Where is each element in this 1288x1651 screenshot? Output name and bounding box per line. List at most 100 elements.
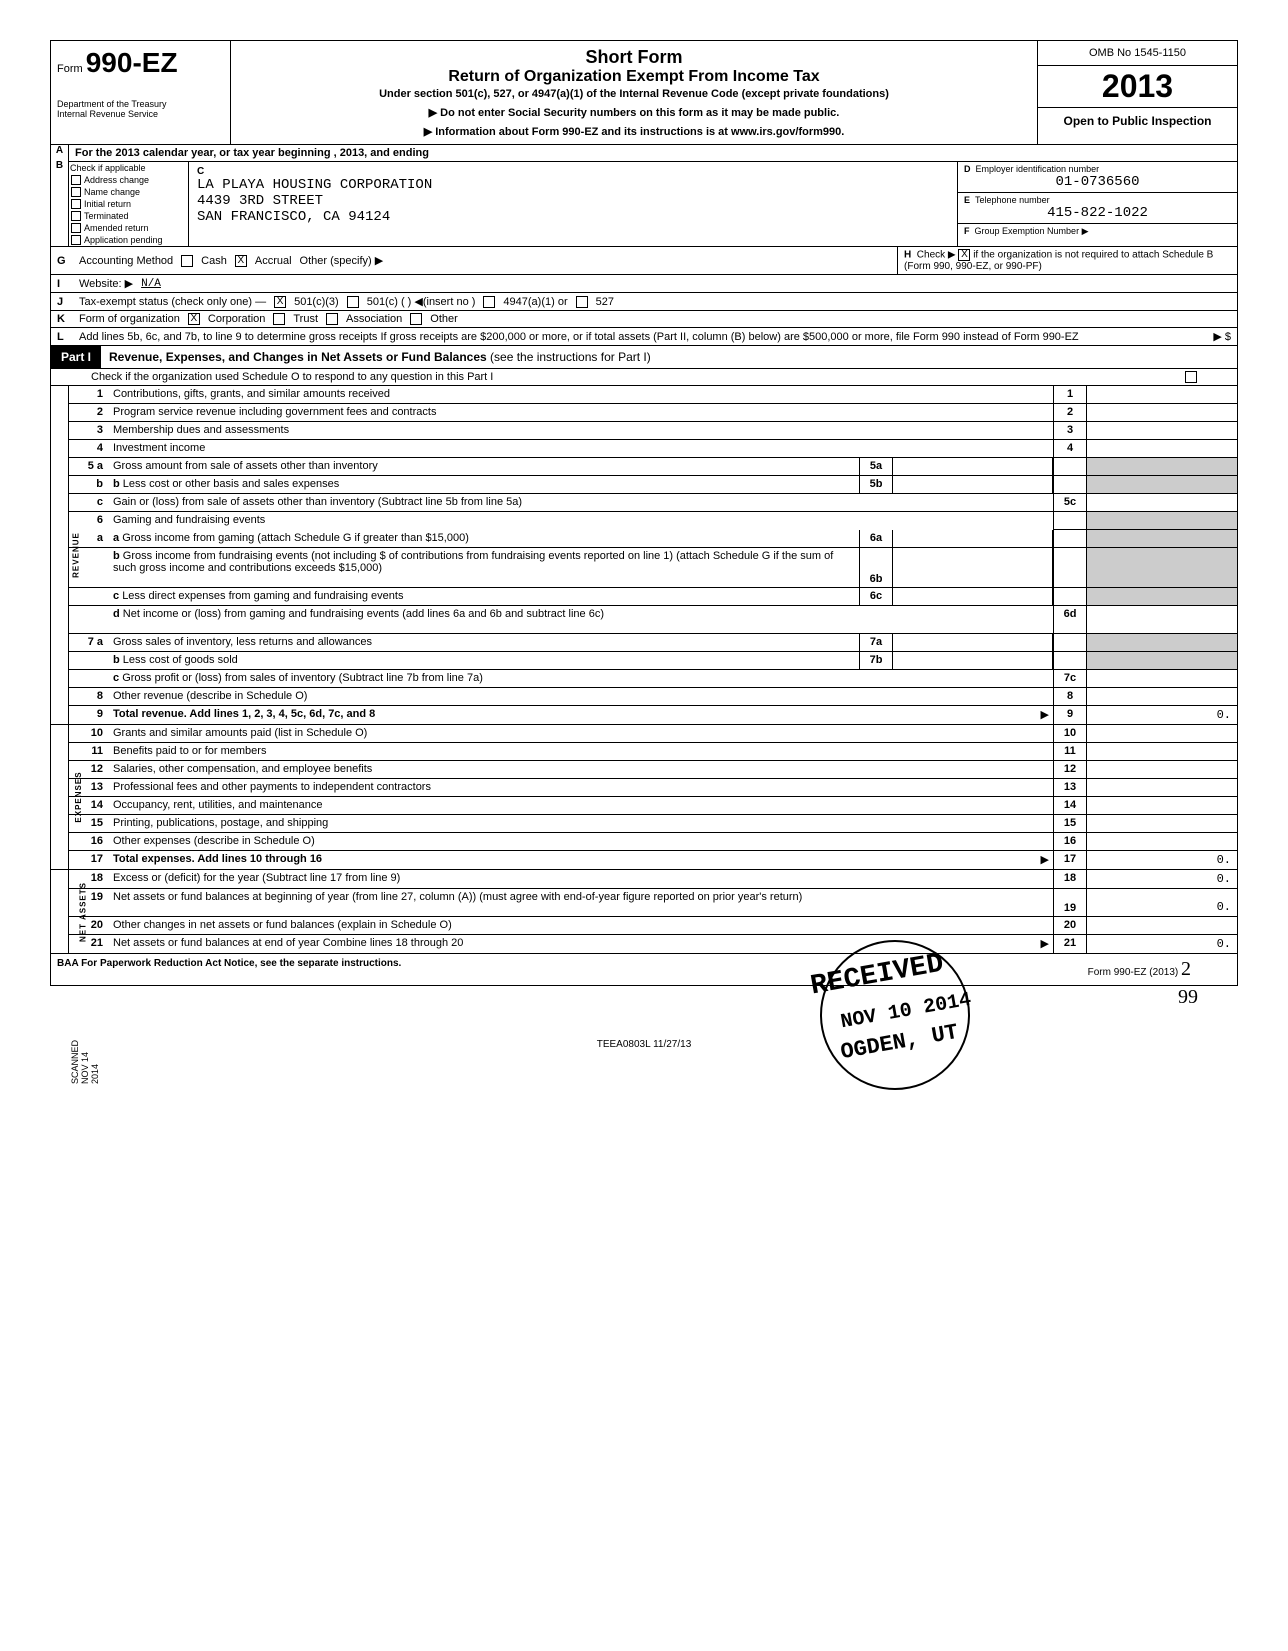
checkbox-accrual[interactable]: X <box>235 255 247 267</box>
row-l: L Add lines 5b, 6c, and 7b, to line 9 to… <box>50 328 1238 346</box>
amt-5a[interactable] <box>893 458 1053 475</box>
arrow-info: ▶ Information about Form 990-EZ and its … <box>237 125 1031 138</box>
line-6: 6Gaming and fundraising events <box>69 512 1237 530</box>
checkbox-icon[interactable] <box>71 235 81 245</box>
amt-5b[interactable] <box>893 476 1053 493</box>
l-text: Add lines 5b, 6c, and 7b, to line 9 to d… <box>79 331 1205 343</box>
amt-15[interactable] <box>1087 815 1237 832</box>
amt-6d[interactable] <box>1087 606 1237 633</box>
letter-d: D <box>964 164 971 174</box>
checkbox-icon[interactable] <box>71 223 81 233</box>
line-7c: c Gross profit or (loss) from sales of i… <box>69 670 1237 688</box>
amt-3[interactable] <box>1087 422 1237 439</box>
tax-exempt-label: Tax-exempt status (check only one) — <box>79 296 266 308</box>
block-c-name-address: C LA PLAYA HOUSING CORPORATION 4439 3RD … <box>189 162 957 246</box>
row-k: K Form of organization XCorporation Trus… <box>50 311 1238 328</box>
line-16: 16Other expenses (describe in Schedule O… <box>69 833 1237 851</box>
amt-6b[interactable] <box>893 548 1053 587</box>
footer-row: BAA For Paperwork Reduction Act Notice, … <box>50 954 1238 986</box>
check-header: Check if applicable <box>69 162 188 174</box>
amt-13[interactable] <box>1087 779 1237 796</box>
line-6b: b Gross income from fundraising events (… <box>69 548 1237 588</box>
amt-10[interactable] <box>1087 725 1237 742</box>
group-exempt-label: Group Exemption Number <box>975 226 1080 236</box>
letter-h: H <box>904 250 911 261</box>
checkbox-assoc[interactable] <box>326 313 338 325</box>
phone-label: Telephone number <box>975 195 1050 205</box>
title-short-form: Short Form <box>237 47 1031 68</box>
revenue-section: REVENUE 1Contributions, gifts, grants, a… <box>50 386 1238 725</box>
checkbox-4947[interactable] <box>483 296 495 308</box>
netassets-section: NET ASSETS 18Excess or (deficit) for the… <box>50 870 1238 954</box>
amt-9[interactable]: 0. <box>1087 706 1237 724</box>
form-990ez-page: { "header": { "form_prefix": "Form", "fo… <box>50 40 1238 1050</box>
line-5c: cGain or (loss) from sale of assets othe… <box>69 494 1237 512</box>
checkbox-part1-scho[interactable] <box>1185 371 1197 383</box>
amt-19[interactable]: 0. <box>1087 889 1237 916</box>
check-initial-return[interactable]: Initial return <box>69 198 188 210</box>
checkbox-icon[interactable] <box>71 175 81 185</box>
check-address-change[interactable]: Address change <box>69 174 188 186</box>
form-org-label: Form of organization <box>79 313 180 325</box>
checkbox-icon[interactable] <box>71 187 81 197</box>
amt-18[interactable]: 0. <box>1087 870 1237 888</box>
amt-5c[interactable] <box>1087 494 1237 511</box>
org-addr1: 4439 3RD STREET <box>197 193 949 209</box>
accounting-method-label: Accounting Method <box>79 255 173 267</box>
amt-4[interactable] <box>1087 440 1237 457</box>
amt-17[interactable]: 0. <box>1087 851 1237 869</box>
checkbox-other[interactable] <box>410 313 422 325</box>
amt-7b[interactable] <box>893 652 1053 669</box>
checkbox-cash[interactable] <box>181 255 193 267</box>
revenue-side-label: REVENUE <box>71 532 80 578</box>
letter-j: J <box>57 296 71 308</box>
other-specify-label: Other (specify) ▶ <box>300 254 384 267</box>
block-abcdef: A B For the 2013 calendar year, or tax y… <box>50 145 1238 247</box>
check-pending[interactable]: Application pending <box>69 234 188 246</box>
amt-12[interactable] <box>1087 761 1237 778</box>
letter-i: I <box>57 278 71 290</box>
amt-7c[interactable] <box>1087 670 1237 687</box>
line-5a: 5 aGross amount from sale of assets othe… <box>69 458 1237 476</box>
form-prefix: Form <box>57 63 83 75</box>
opt-527: 527 <box>596 296 614 308</box>
amt-8[interactable] <box>1087 688 1237 705</box>
part1-check-text: Check if the organization used Schedule … <box>91 371 493 383</box>
check-name-change[interactable]: Name change <box>69 186 188 198</box>
netassets-side-label: NET ASSETS <box>78 882 87 942</box>
line-21: 21Net assets or fund balances at end of … <box>69 935 1237 954</box>
header-center: Short Form Return of Organization Exempt… <box>231 41 1037 144</box>
checkbox-corp[interactable]: X <box>188 313 200 325</box>
row-h: H Check ▶ X if the organization is not r… <box>897 247 1237 274</box>
amt-21[interactable]: 0. <box>1087 935 1237 953</box>
amt-7a[interactable] <box>893 634 1053 651</box>
line-4: 4Investment income4 <box>69 440 1237 458</box>
check-amended[interactable]: Amended return <box>69 222 188 234</box>
checkbox-501c3[interactable]: X <box>274 296 286 308</box>
amt-20[interactable] <box>1087 917 1237 934</box>
amt-1[interactable] <box>1087 386 1237 403</box>
amt-14[interactable] <box>1087 797 1237 814</box>
l-arrow: ▶ $ <box>1213 330 1231 343</box>
amt-6c[interactable] <box>893 588 1053 605</box>
checkbox-527[interactable] <box>576 296 588 308</box>
amt-6a[interactable] <box>893 530 1053 547</box>
check-terminated[interactable]: Terminated <box>69 210 188 222</box>
title-return: Return of Organization Exempt From Incom… <box>237 68 1031 86</box>
row-gh: G Accounting Method Cash XAccrual Other … <box>50 247 1238 275</box>
row-i: I Website: ▶ N/A <box>50 275 1238 293</box>
checkbox-icon[interactable] <box>71 199 81 209</box>
amt-16[interactable] <box>1087 833 1237 850</box>
checkbox-501c[interactable] <box>347 296 359 308</box>
checkbox-h[interactable]: X <box>958 249 970 261</box>
line-1: 1Contributions, gifts, grants, and simil… <box>69 386 1237 404</box>
line-6c: c Less direct expenses from gaming and f… <box>69 588 1237 606</box>
opt-assoc: Association <box>346 313 402 325</box>
line-5b: bb Less cost or other basis and sales ex… <box>69 476 1237 494</box>
amt-11[interactable] <box>1087 743 1237 760</box>
website-value: N/A <box>141 278 161 290</box>
amt-2[interactable] <box>1087 404 1237 421</box>
checkbox-trust[interactable] <box>273 313 285 325</box>
checkbox-icon[interactable] <box>71 211 81 221</box>
line-17: 17Total expenses. Add lines 10 through 1… <box>69 851 1237 870</box>
